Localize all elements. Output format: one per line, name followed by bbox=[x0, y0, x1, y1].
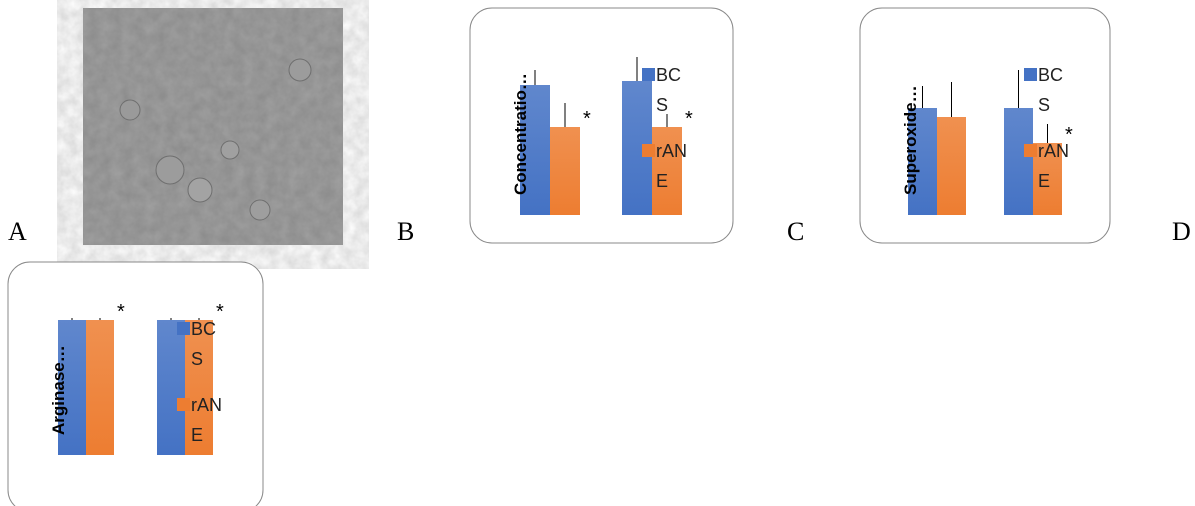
legend-swatch bbox=[642, 144, 655, 157]
panel-label: D bbox=[1172, 217, 1191, 246]
panel-label: A bbox=[8, 217, 27, 246]
legend-swatch bbox=[1024, 144, 1037, 157]
legend-label: rANE bbox=[1038, 136, 1074, 196]
y-axis-label: Concentratio… bbox=[511, 73, 530, 195]
chart-frame bbox=[8, 262, 263, 506]
bar bbox=[86, 320, 114, 455]
legend-label: BCS bbox=[656, 60, 692, 120]
legend-swatch bbox=[1024, 68, 1037, 81]
figure: ABCD**Concentratio…BCSrANE*Superoxide…BC… bbox=[0, 0, 1195, 506]
y-axis-label: Superoxide… bbox=[901, 85, 920, 195]
significance-marker: * bbox=[583, 108, 591, 130]
y-axis-label: Arginase… bbox=[49, 345, 68, 435]
legend-swatch bbox=[642, 68, 655, 81]
legend-entry: rANE bbox=[656, 136, 696, 206]
legend-entry: rANE bbox=[191, 390, 231, 460]
micrograph bbox=[83, 8, 343, 245]
legend-swatch bbox=[177, 398, 190, 411]
panel-label: B bbox=[397, 217, 414, 246]
bar bbox=[937, 117, 966, 215]
panel-label: C bbox=[787, 217, 804, 246]
legend-entry: rANE bbox=[1038, 136, 1078, 206]
page: {"panel_labels": ["A", "B", "C", "D"], "… bbox=[0, 0, 1195, 506]
legend-label: BCS bbox=[1038, 60, 1074, 120]
legend-label: rANE bbox=[656, 136, 692, 196]
legend-entry: BCS bbox=[656, 60, 696, 130]
legend-label: BCS bbox=[191, 314, 227, 374]
legend-label: rANE bbox=[191, 390, 227, 450]
significance-marker: * bbox=[117, 301, 125, 323]
bar bbox=[157, 320, 185, 455]
bar bbox=[1004, 108, 1033, 215]
legend-swatch bbox=[177, 322, 190, 335]
bar bbox=[550, 127, 580, 215]
legend-entry: BCS bbox=[1038, 60, 1078, 130]
legend-entry: BCS bbox=[191, 314, 231, 384]
